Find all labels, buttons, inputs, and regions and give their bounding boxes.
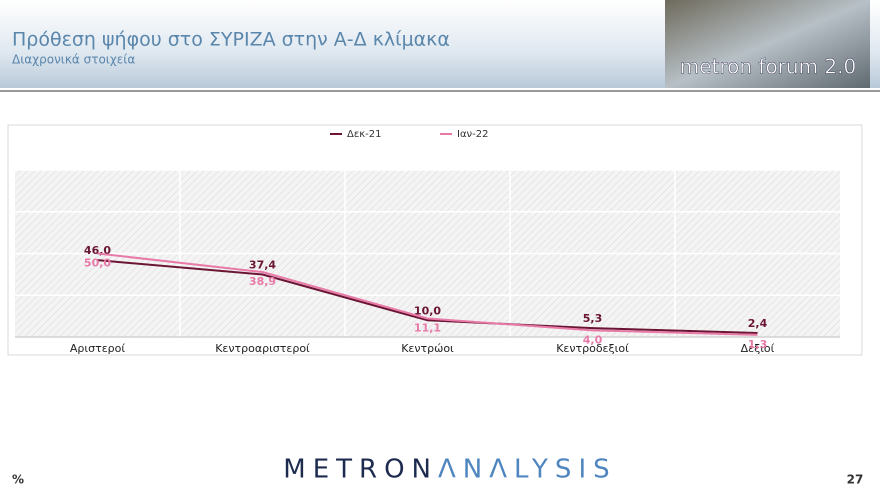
value-label: 38,9 bbox=[249, 275, 276, 288]
value-label: 50,0 bbox=[84, 257, 111, 270]
value-label: 10,0 bbox=[414, 304, 441, 317]
value-label: 37,4 bbox=[249, 259, 276, 272]
unit-label: % bbox=[12, 473, 24, 487]
x-tick-label: Δεξιοί bbox=[741, 342, 775, 355]
value-label: 2,4 bbox=[748, 317, 768, 330]
x-tick-label: Κεντρώοι bbox=[401, 342, 454, 355]
legend-label: Ιαν-22 bbox=[457, 129, 488, 140]
legend-label: Δεκ-21 bbox=[347, 129, 381, 140]
x-tick-label: Αριστεροί bbox=[70, 342, 125, 355]
x-tick-label: Κεντροαριστεροί bbox=[215, 342, 310, 355]
x-tick-label: Κεντροδεξιοί bbox=[556, 342, 629, 355]
slide-subtitle: Διαχρονικά στοιχεία bbox=[12, 53, 135, 67]
value-label: 5,3 bbox=[583, 312, 603, 325]
page-number: 27 bbox=[847, 473, 864, 487]
series-line bbox=[97, 259, 758, 334]
series-line bbox=[97, 252, 758, 336]
logo-box bbox=[665, 0, 870, 88]
value-label: 4,0 bbox=[583, 333, 603, 346]
brand-left: METRON bbox=[283, 455, 438, 485]
brand-right: ΛNΛLYSIS bbox=[438, 455, 617, 485]
chart: Αριστεροί Κεντροαριστεροί Κεντρώοι Κεντροδε… bbox=[15, 129, 840, 355]
value-label: 11,1 bbox=[414, 321, 441, 334]
value-label: 1,3 bbox=[748, 338, 768, 351]
slide-title: Πρόθεση ψήφου στο ΣΥΡΙΖΑ στην Α-Δ κλίμακ… bbox=[12, 29, 450, 51]
logo-text: metron forum 2.0 bbox=[680, 55, 857, 79]
